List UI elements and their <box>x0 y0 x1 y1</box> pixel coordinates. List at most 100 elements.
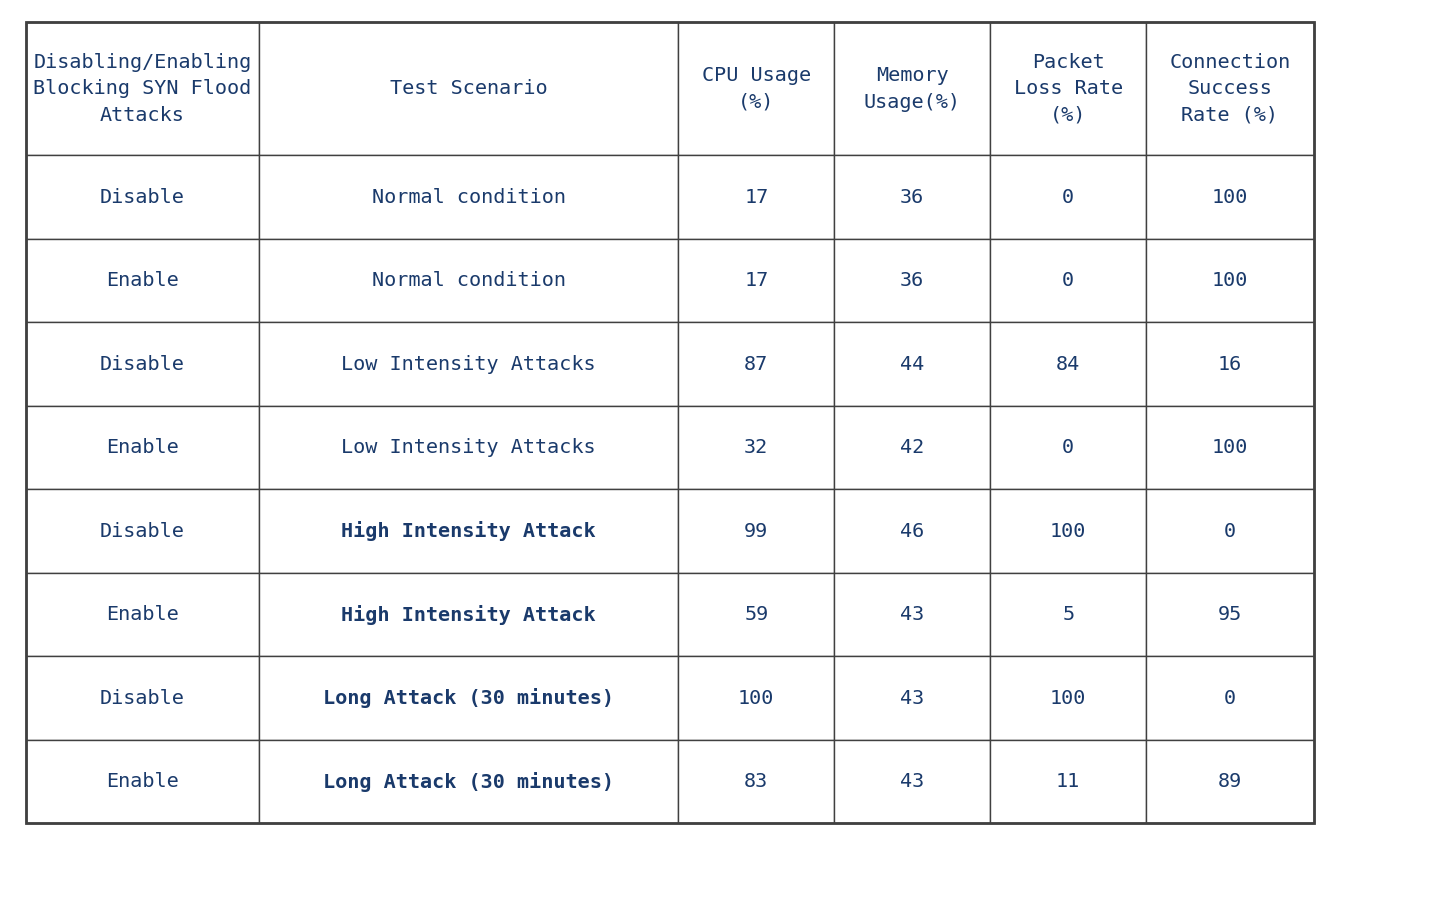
Text: Enable: Enable <box>106 438 179 457</box>
Bar <box>1146 573 1314 656</box>
Bar <box>834 239 990 322</box>
Bar <box>26 22 1314 823</box>
Text: 43: 43 <box>900 605 924 624</box>
Bar <box>834 155 990 239</box>
Text: 43: 43 <box>900 772 924 791</box>
Text: 32: 32 <box>744 438 768 457</box>
Bar <box>259 22 678 155</box>
Text: 100: 100 <box>1050 689 1086 708</box>
Text: 100: 100 <box>1212 271 1248 290</box>
Bar <box>990 489 1146 573</box>
Bar <box>26 322 259 406</box>
Bar <box>26 740 259 823</box>
Text: Long Attack (30 minutes): Long Attack (30 minutes) <box>323 688 614 709</box>
Bar <box>259 740 678 823</box>
Text: 0: 0 <box>1224 522 1236 541</box>
Text: 100: 100 <box>1212 438 1248 457</box>
Text: Disable: Disable <box>100 355 185 374</box>
Bar <box>990 573 1146 656</box>
Bar <box>26 656 259 740</box>
Bar <box>259 239 678 322</box>
Text: Test Scenario: Test Scenario <box>389 79 548 99</box>
Text: 17: 17 <box>744 271 768 290</box>
Text: 0: 0 <box>1224 689 1236 708</box>
Text: Enable: Enable <box>106 271 179 290</box>
Bar <box>259 322 678 406</box>
Text: Normal condition: Normal condition <box>372 188 565 207</box>
Text: Enable: Enable <box>106 772 179 791</box>
Text: 43: 43 <box>900 689 924 708</box>
Bar <box>678 239 834 322</box>
Bar <box>259 573 678 656</box>
Bar <box>678 406 834 489</box>
Text: 100: 100 <box>1050 522 1086 541</box>
Bar <box>678 22 834 155</box>
Text: Connection
Success
Rate (%): Connection Success Rate (%) <box>1169 53 1291 125</box>
Bar <box>834 406 990 489</box>
Bar <box>259 155 678 239</box>
Bar <box>1146 22 1314 155</box>
Text: Disabling/Enabling
Blocking SYN Flood
Attacks: Disabling/Enabling Blocking SYN Flood At… <box>33 53 252 125</box>
Bar <box>259 489 678 573</box>
Bar <box>990 740 1146 823</box>
Bar <box>1146 406 1314 489</box>
Bar <box>834 656 990 740</box>
Text: 36: 36 <box>900 188 924 207</box>
Text: 87: 87 <box>744 355 768 374</box>
Text: 0: 0 <box>1062 188 1075 207</box>
Text: Disable: Disable <box>100 522 185 541</box>
Bar <box>26 155 259 239</box>
Bar <box>678 656 834 740</box>
Text: 59: 59 <box>744 605 768 624</box>
Bar <box>678 740 834 823</box>
Text: 84: 84 <box>1056 355 1080 374</box>
Text: 36: 36 <box>900 271 924 290</box>
Bar <box>678 322 834 406</box>
Bar <box>259 406 678 489</box>
Bar <box>1146 239 1314 322</box>
Text: 95: 95 <box>1218 605 1242 624</box>
Bar <box>678 155 834 239</box>
Text: 11: 11 <box>1056 772 1080 791</box>
Text: 99: 99 <box>744 522 768 541</box>
Text: Long Attack (30 minutes): Long Attack (30 minutes) <box>323 771 614 792</box>
Bar <box>678 489 834 573</box>
Text: Packet
Loss Rate
(%): Packet Loss Rate (%) <box>1013 53 1123 125</box>
Text: Low Intensity Attacks: Low Intensity Attacks <box>342 438 595 457</box>
Bar <box>990 239 1146 322</box>
Text: 89: 89 <box>1218 772 1242 791</box>
Bar <box>26 489 259 573</box>
Bar <box>990 656 1146 740</box>
Bar <box>834 22 990 155</box>
Text: 44: 44 <box>900 355 924 374</box>
Text: Low Intensity Attacks: Low Intensity Attacks <box>342 355 595 374</box>
Bar <box>259 656 678 740</box>
Text: 16: 16 <box>1218 355 1242 374</box>
Bar <box>1146 656 1314 740</box>
Bar <box>990 22 1146 155</box>
Bar <box>834 573 990 656</box>
Bar <box>26 239 259 322</box>
Text: 100: 100 <box>738 689 774 708</box>
Text: High Intensity Attack: High Intensity Attack <box>342 604 595 625</box>
Text: 0: 0 <box>1062 438 1075 457</box>
Bar <box>834 740 990 823</box>
Text: Memory
Usage(%): Memory Usage(%) <box>864 66 960 111</box>
Bar <box>1146 740 1314 823</box>
Text: High Intensity Attack: High Intensity Attack <box>342 521 595 541</box>
Text: 0: 0 <box>1062 271 1075 290</box>
Bar <box>834 322 990 406</box>
Bar <box>26 573 259 656</box>
Bar <box>990 406 1146 489</box>
Bar <box>1146 322 1314 406</box>
Text: Enable: Enable <box>106 605 179 624</box>
Text: Disable: Disable <box>100 188 185 207</box>
Text: 83: 83 <box>744 772 768 791</box>
Bar <box>678 573 834 656</box>
Text: CPU Usage
(%): CPU Usage (%) <box>701 66 811 111</box>
Bar <box>990 155 1146 239</box>
Bar <box>834 489 990 573</box>
Bar <box>26 22 259 155</box>
Text: 46: 46 <box>900 522 924 541</box>
Text: 42: 42 <box>900 438 924 457</box>
